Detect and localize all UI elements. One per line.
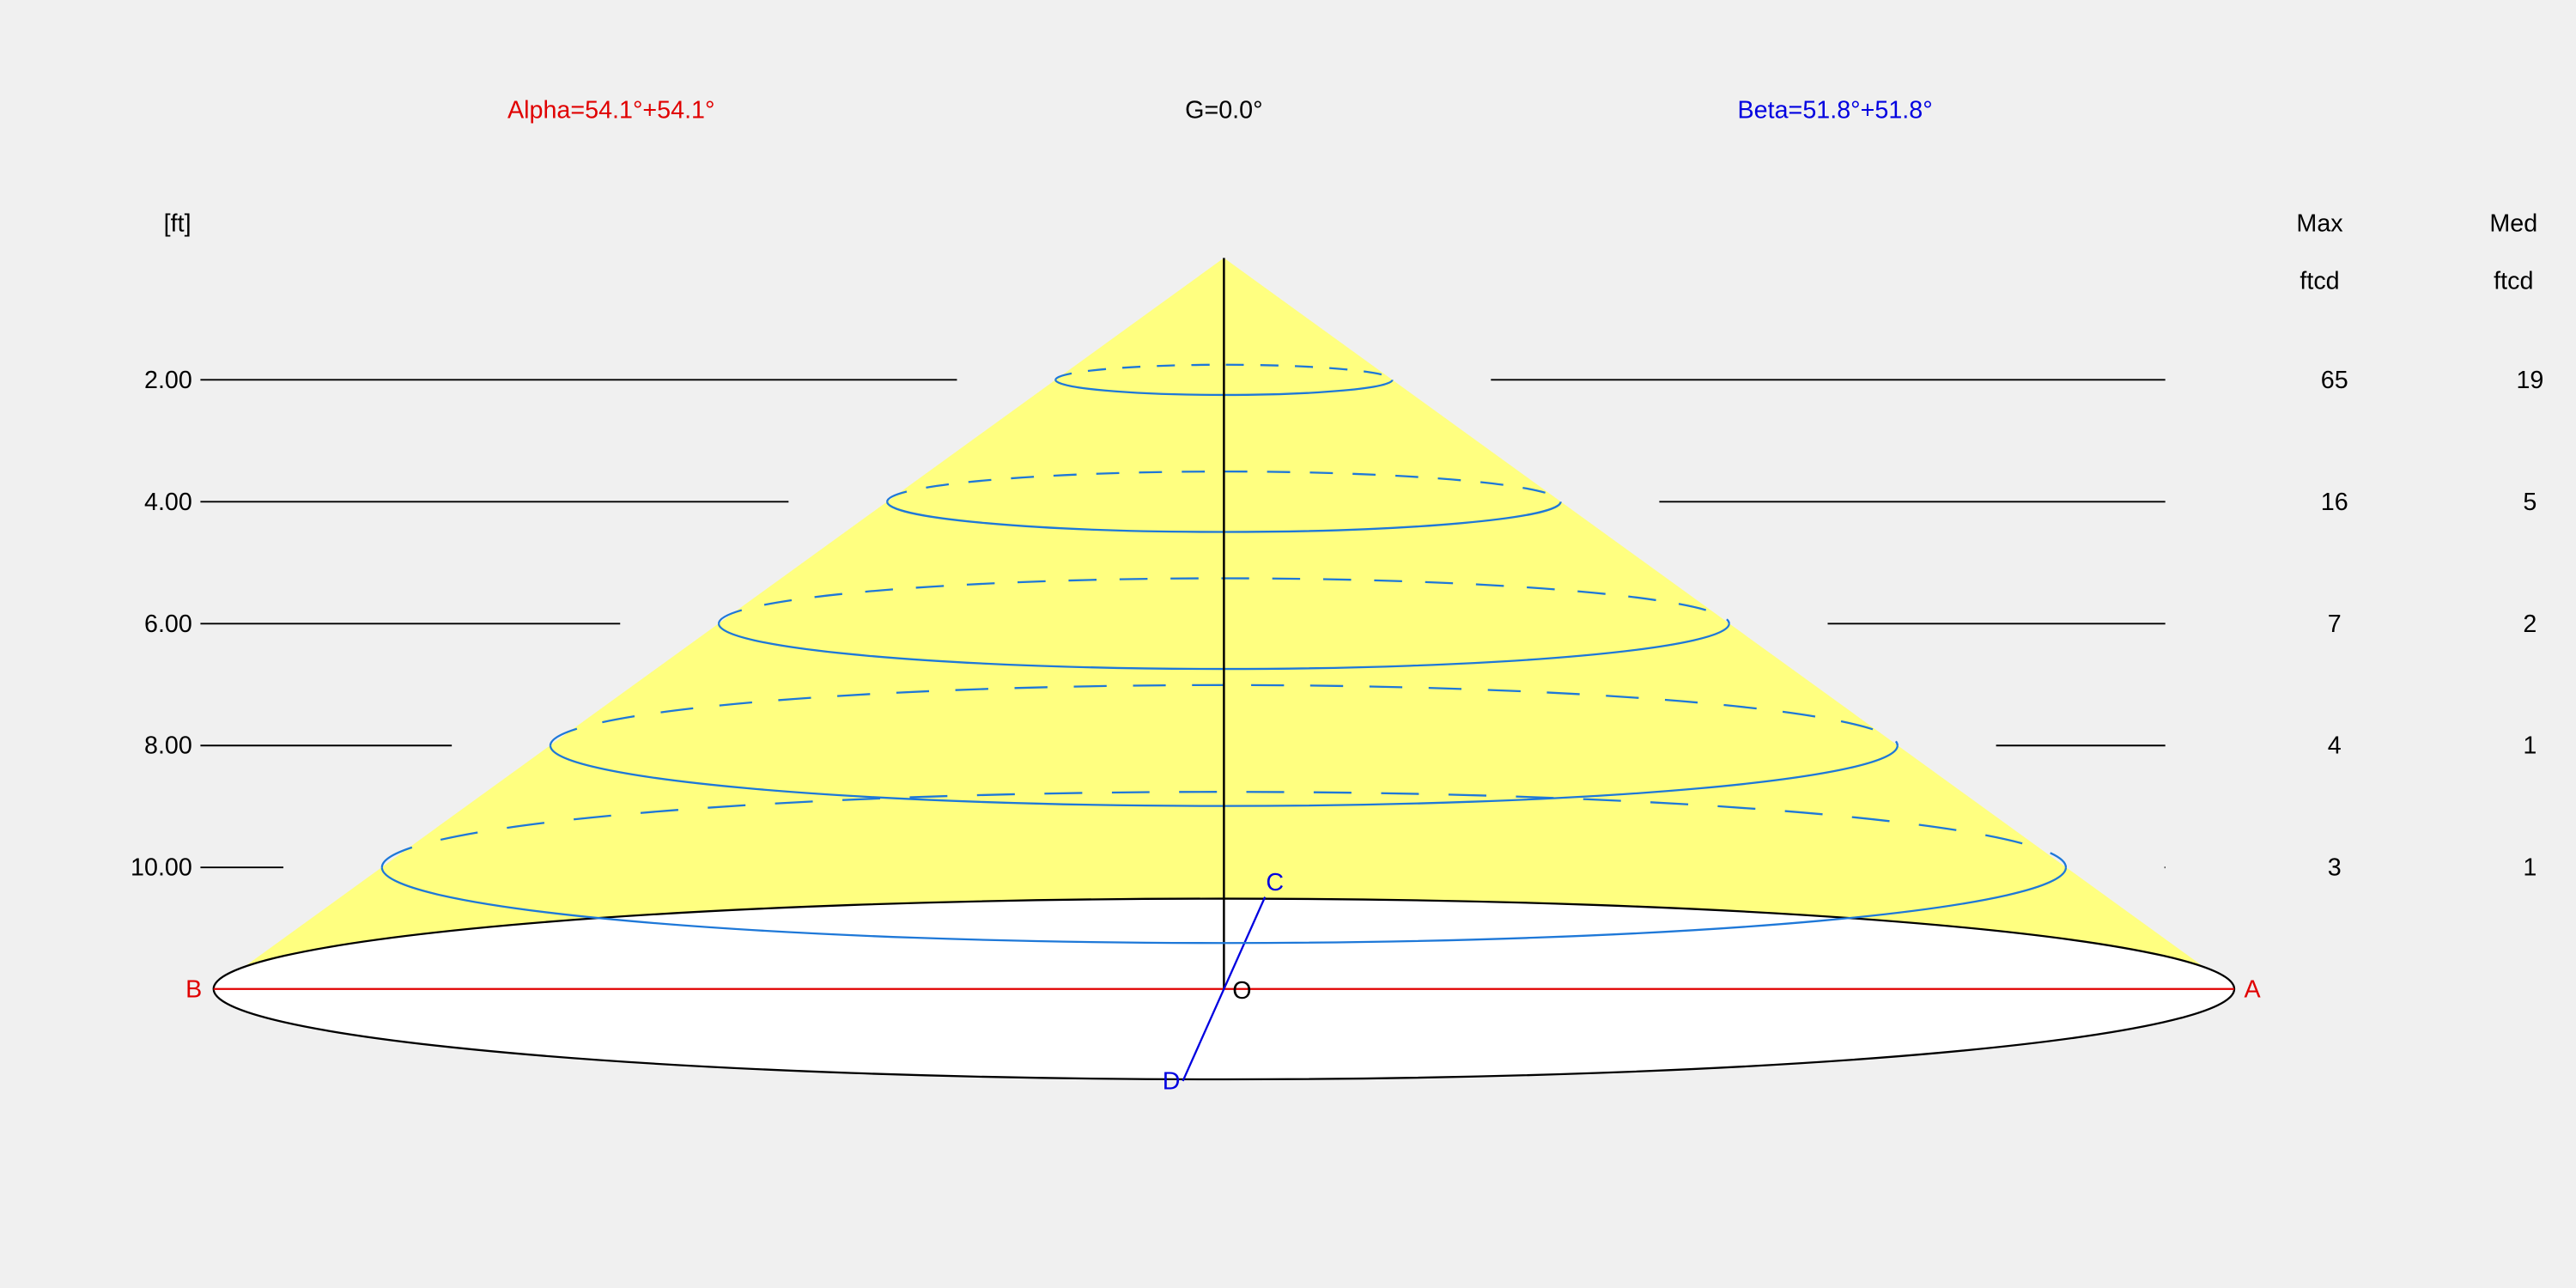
alpha-label: Alpha=54.1°+54.1° xyxy=(507,97,715,125)
ring-back xyxy=(1054,363,1394,380)
beta-line xyxy=(1182,896,1267,1082)
max-value: 16 xyxy=(2321,489,2348,516)
point-label: D xyxy=(1163,1067,1181,1095)
distance-label: 10.00 xyxy=(131,854,192,882)
distance-label: 8.00 xyxy=(144,732,192,760)
point-label: O xyxy=(1232,977,1251,1005)
med-value: 5 xyxy=(2523,489,2537,516)
max-value: 65 xyxy=(2321,367,2348,394)
gamma-label: G=0.0° xyxy=(1185,97,1262,125)
column-unit: ftcd xyxy=(2494,268,2533,295)
point-label: A xyxy=(2245,975,2262,1003)
med-value: 1 xyxy=(2523,854,2537,882)
distance-label: 6.00 xyxy=(144,611,192,638)
ring-back xyxy=(886,470,1562,502)
point-label: C xyxy=(1266,869,1284,896)
med-value: 2 xyxy=(2523,611,2537,638)
distance-label: 2.00 xyxy=(144,367,192,394)
med-value: 1 xyxy=(2523,732,2537,760)
med-value: 19 xyxy=(2516,367,2543,394)
ring-front xyxy=(380,867,2068,945)
front-rings xyxy=(380,867,2068,945)
column-header: Max xyxy=(2296,210,2343,238)
unit-label: [ft] xyxy=(164,210,191,238)
distance-label: 4.00 xyxy=(144,489,192,516)
max-value: 4 xyxy=(2328,732,2342,760)
point-label: B xyxy=(185,975,202,1003)
beta-label: Beta=51.8°+51.8° xyxy=(1738,97,1933,125)
column-unit: ftcd xyxy=(2300,268,2339,295)
column-header: Med xyxy=(2489,210,2537,238)
max-value: 7 xyxy=(2328,611,2342,638)
max-value: 3 xyxy=(2328,854,2342,882)
